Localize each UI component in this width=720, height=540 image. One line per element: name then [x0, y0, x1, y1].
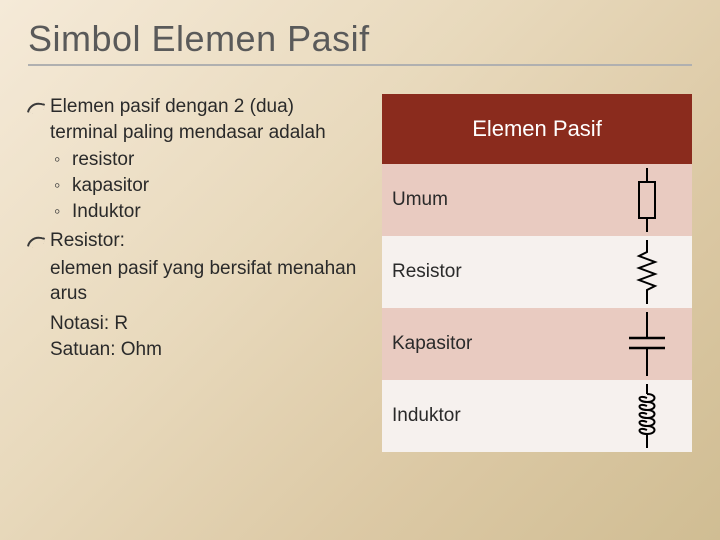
panel-row-kapasitor: Kapasitor: [382, 308, 692, 380]
content-row: Elemen pasif dengan 2 (dua) terminal pal…: [28, 94, 692, 452]
generic-symbol-icon: [602, 164, 692, 236]
panel-label-kapasitor: Kapasitor: [382, 333, 602, 355]
satuan-line: Satuan: Ohm: [28, 337, 358, 363]
resistor-desc: elemen pasif yang bersifat menahan arus: [28, 256, 358, 307]
sub-item-0: resistor: [28, 147, 358, 173]
title-rule: [28, 64, 692, 66]
sub-item-2: Induktor: [28, 199, 358, 225]
resistor-symbol-icon: [602, 236, 692, 308]
panel-label-umum: Umum: [382, 189, 602, 211]
panel-header: Elemen Pasif: [382, 94, 692, 164]
left-column: Elemen pasif dengan 2 (dua) terminal pal…: [28, 94, 358, 452]
resistor-head: Resistor:: [28, 228, 358, 254]
slide-title: Simbol Elemen Pasif: [28, 18, 692, 60]
right-panel: Elemen Pasif Umum Resistor: [382, 94, 692, 452]
intro-text: Elemen pasif dengan 2 (dua) terminal pal…: [28, 94, 358, 145]
panel-label-resistor: Resistor: [382, 261, 602, 283]
sub-item-1: kapasitor: [28, 173, 358, 199]
panel-row-umum: Umum: [382, 164, 692, 236]
capacitor-symbol-icon: [602, 308, 692, 380]
slide: Simbol Elemen Pasif Elemen pasif dengan …: [0, 0, 720, 540]
panel-label-induktor: Induktor: [382, 405, 602, 427]
inductor-symbol-icon: [602, 380, 692, 452]
panel-row-induktor: Induktor: [382, 380, 692, 452]
notasi-line: Notasi: R: [28, 311, 358, 337]
panel-row-resistor: Resistor: [382, 236, 692, 308]
